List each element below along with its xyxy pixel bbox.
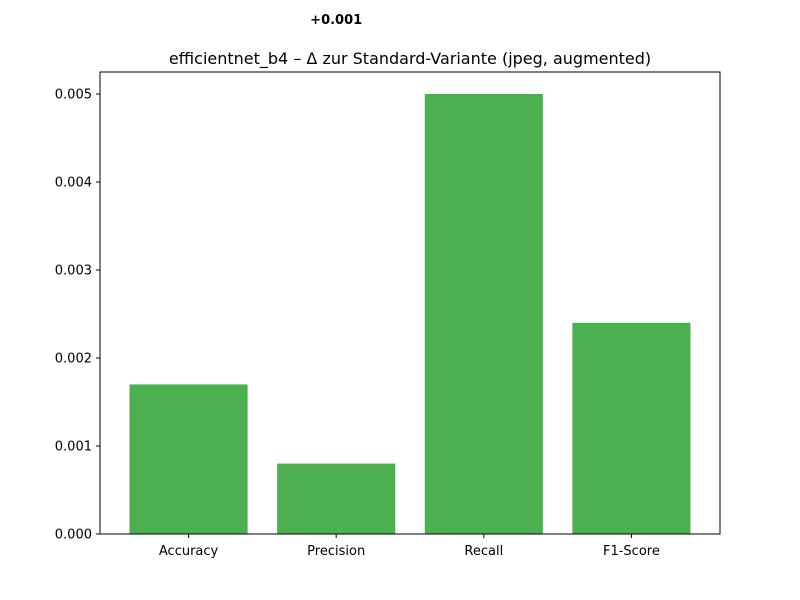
bar-accuracy	[129, 384, 248, 534]
y-tick-label: 0.000	[55, 528, 92, 543]
x-tick-label: Precision	[307, 544, 365, 559]
y-tick-label: 0.003	[55, 264, 92, 279]
x-tick-label: Accuracy	[159, 544, 219, 559]
x-tick-label: Recall	[464, 544, 503, 559]
bar-recall	[424, 94, 543, 534]
y-tick-label: 0.001	[55, 440, 92, 455]
annotations-group: +0.001	[310, 13, 362, 28]
y-tick-label: 0.004	[55, 176, 92, 191]
bars-group	[129, 94, 691, 534]
value-annotation: +0.001	[310, 13, 362, 28]
x-tick-label: F1-Score	[603, 544, 660, 559]
y-axis: 0.000 0.001 0.002 0.003 0.004 0.005	[55, 88, 100, 543]
chart-title: efficientnet_b4 – Δ zur Standard-Variant…	[169, 49, 651, 69]
y-tick-label: 0.002	[55, 352, 92, 367]
x-axis: Accuracy Precision Recall F1-Score	[159, 534, 660, 559]
plot-frame	[99, 71, 721, 535]
bar-precision	[277, 463, 396, 534]
y-tick-label: 0.005	[55, 88, 92, 103]
bar-f1-score	[572, 322, 691, 534]
